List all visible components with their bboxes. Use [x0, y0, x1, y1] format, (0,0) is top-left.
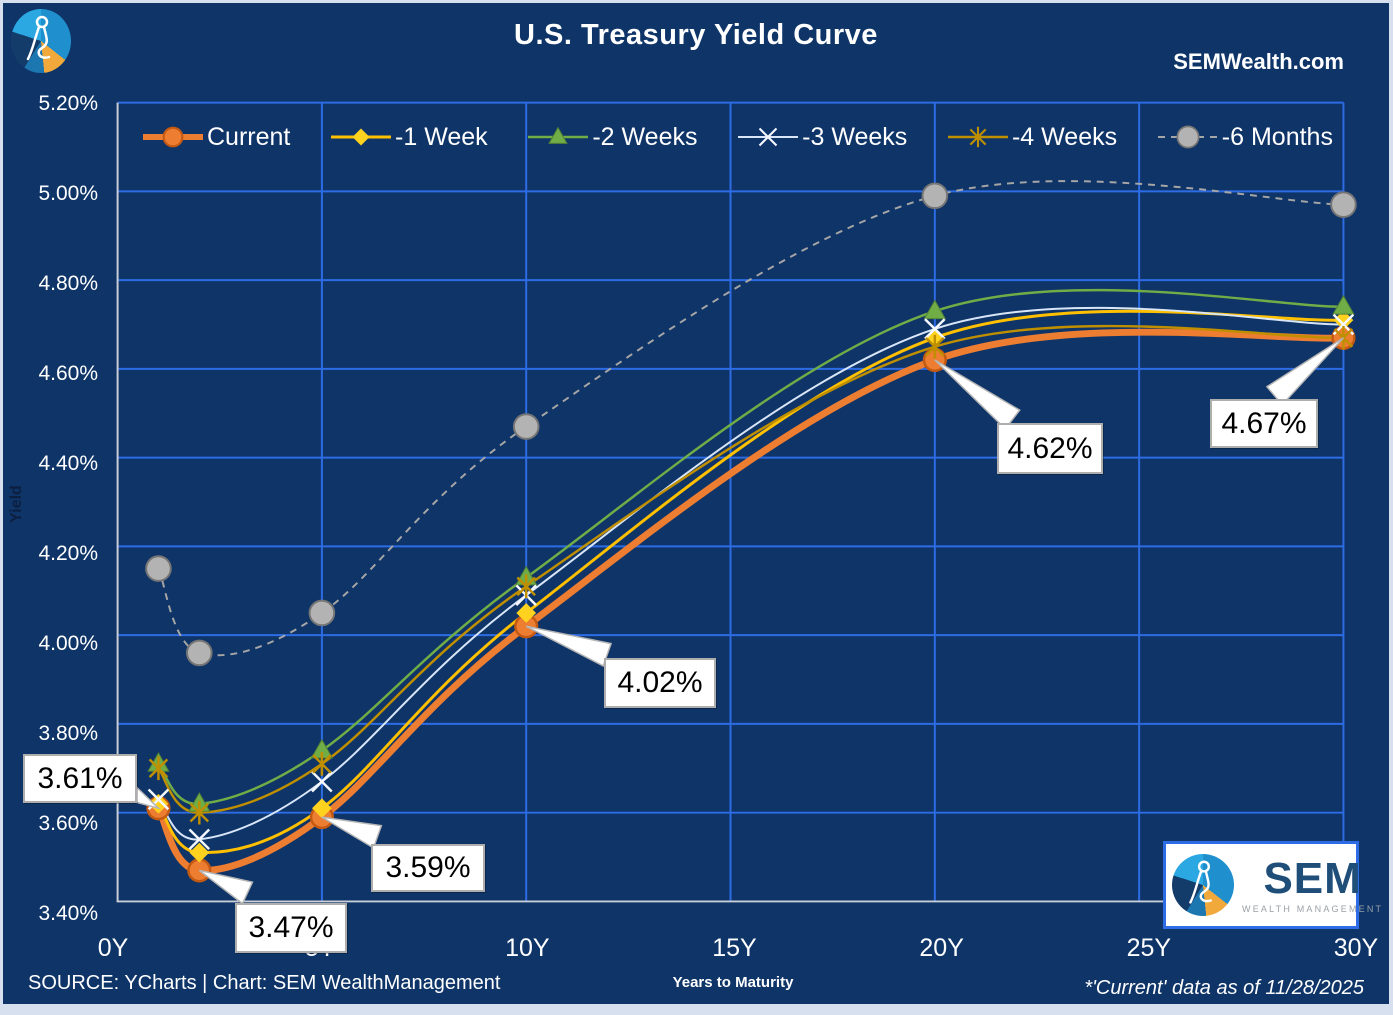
legend-label: Current: [207, 122, 291, 151]
sem-logo-text: SEM WEALTH MANAGEMENT: [1242, 853, 1384, 914]
x-tick-label: 30Y: [1333, 934, 1379, 962]
x-tick-label: 20Y: [919, 934, 964, 962]
series-line--3-weeks: [157, 306, 1344, 841]
legend-label: -1 Week: [395, 122, 488, 151]
data-label-3.59: 3.59%: [371, 844, 485, 892]
compass-figure-icon: [26, 15, 51, 61]
legend-item--4-weeks: -4 Weeks: [947, 122, 1118, 152]
y-tick-label: 4.80%: [38, 272, 98, 295]
x-tick-label: 10Y: [505, 934, 550, 962]
legend-marker-icon: [528, 126, 589, 144]
legend-item--3-weeks: -3 Weeks: [738, 122, 907, 152]
series-line--2-weeks: [157, 288, 1344, 806]
legend-marker-icon: [331, 128, 392, 146]
legend-label: -3 Weeks: [802, 122, 908, 151]
legend-item-current: Current: [143, 122, 290, 152]
legend-item--2-weeks: -2 Weeks: [528, 122, 698, 152]
sem-wealth-logo: SEM WEALTH MANAGEMENT: [1163, 841, 1381, 929]
sem-logo-icon: [11, 9, 71, 73]
legend-marker-icon: [738, 127, 799, 147]
data-label-3.61: 3.61%: [23, 754, 137, 803]
y-tick-label: 4.40%: [38, 452, 98, 475]
series-line--1-week: [157, 309, 1344, 855]
current-data-note: *'Current' data as of 11/28/2025: [1084, 977, 1364, 999]
x-axis-title: Years to Maturity: [672, 974, 794, 991]
callout-leaders: [111, 337, 1344, 905]
data-label-4.62: 4.62%: [997, 423, 1103, 474]
y-tick-label: 4.00%: [38, 632, 98, 655]
x-tick-label: 0Y: [97, 934, 129, 962]
legend-item--6-months: -6 Months: [1157, 122, 1333, 152]
compass-figure-icon: [1189, 860, 1212, 904]
legend-marker-icon: [1157, 125, 1218, 149]
y-tick-label: 5.20%: [38, 92, 98, 115]
sem-logo-subtitle: WEALTH MANAGEMENT: [1242, 903, 1384, 914]
yield-curve-chart: [111, 101, 1357, 905]
sem-logo-wordmark: SEM: [1263, 853, 1362, 903]
series-line--6-months: [157, 180, 1344, 657]
site-url: SEMWealth.com: [1173, 49, 1344, 74]
y-tick-label: 5.00%: [38, 182, 98, 205]
legend-label: -4 Weeks: [1011, 122, 1118, 151]
chart-legend: Current -1 Week -2 Weeks -3 Weeks -4 Weeks -6…: [143, 117, 1333, 157]
page-title: U.S. Treasury Yield Curve: [514, 19, 878, 51]
data-label-4.67: 4.67%: [1210, 399, 1318, 448]
slide-background: U.S. Treasury Yield Curve SEMWealth.com …: [3, 3, 1389, 1004]
legend-label: -6 Months: [1221, 122, 1333, 151]
data-label-3.47: 3.47%: [235, 903, 347, 953]
legend-item--1-week: -1 Week: [331, 122, 488, 152]
x-tick-label: 25Y: [1126, 934, 1172, 962]
y-tick-label: 4.20%: [38, 542, 98, 565]
y-tick-label: 3.40%: [38, 902, 98, 925]
y-axis-title: Yield: [8, 485, 25, 523]
legend-label: -2 Weeks: [592, 122, 698, 151]
y-tick-label: 4.60%: [38, 362, 98, 385]
legend-marker-icon: [947, 126, 1008, 148]
legend-marker-icon: [143, 126, 203, 148]
x-tick-label: 15Y: [712, 934, 757, 962]
y-tick-label: 3.60%: [38, 812, 98, 835]
source-attribution: SOURCE: YCharts | Chart: SEM WealthManag…: [28, 972, 501, 994]
sem-logo-icon-small: [1172, 854, 1234, 916]
series-markers: [145, 182, 1357, 883]
y-tick-label: 3.80%: [38, 722, 98, 745]
data-label-4.02: 4.02%: [604, 658, 716, 708]
series-lines: [155, 180, 1344, 874]
